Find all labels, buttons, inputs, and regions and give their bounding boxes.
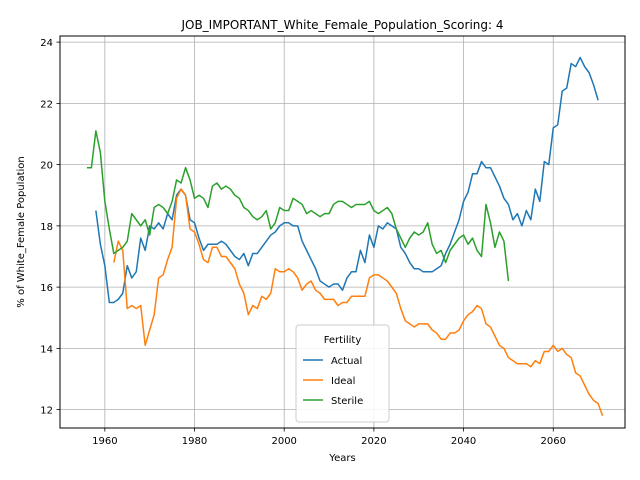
y-tick-label: 22 xyxy=(40,99,53,110)
y-tick-label: 16 xyxy=(40,283,53,294)
y-axis-ticks: 12 14 16 18 20 22 24 xyxy=(40,38,60,417)
y-tick-label: 24 xyxy=(40,38,53,49)
x-tick-label: 2040 xyxy=(451,436,476,447)
y-tick-label: 14 xyxy=(40,344,53,355)
y-tick-label: 12 xyxy=(40,406,53,417)
legend-title: Fertility xyxy=(324,335,362,346)
x-tick-label: 1960 xyxy=(92,436,117,447)
legend-label-actual: Actual xyxy=(331,356,362,367)
x-axis-ticks: 1960 1980 2000 2020 2040 2060 xyxy=(92,428,566,447)
series-line-sterile xyxy=(86,130,510,282)
x-tick-label: 2000 xyxy=(271,436,296,447)
series-lines xyxy=(86,56,604,417)
chart-title: JOB_IMPORTANT_White_Female_Population_Sc… xyxy=(180,18,503,32)
y-tick-label: 18 xyxy=(40,222,53,233)
legend: Fertility Actual Ideal Sterile xyxy=(295,324,390,423)
plot-frame xyxy=(59,35,626,429)
legend-box xyxy=(295,324,390,423)
x-axis-label: Years xyxy=(328,453,355,464)
x-tick-label: 2060 xyxy=(541,436,566,447)
y-tick-label: 20 xyxy=(40,161,53,172)
legend-label-ideal: Ideal xyxy=(331,376,355,387)
x-tick-label: 2020 xyxy=(361,436,386,447)
y-axis-label: % of White_Female Population xyxy=(16,156,27,307)
x-tick-label: 1980 xyxy=(182,436,207,447)
legend-label-sterile: Sterile xyxy=(331,396,363,407)
series-line-ideal xyxy=(113,188,604,417)
